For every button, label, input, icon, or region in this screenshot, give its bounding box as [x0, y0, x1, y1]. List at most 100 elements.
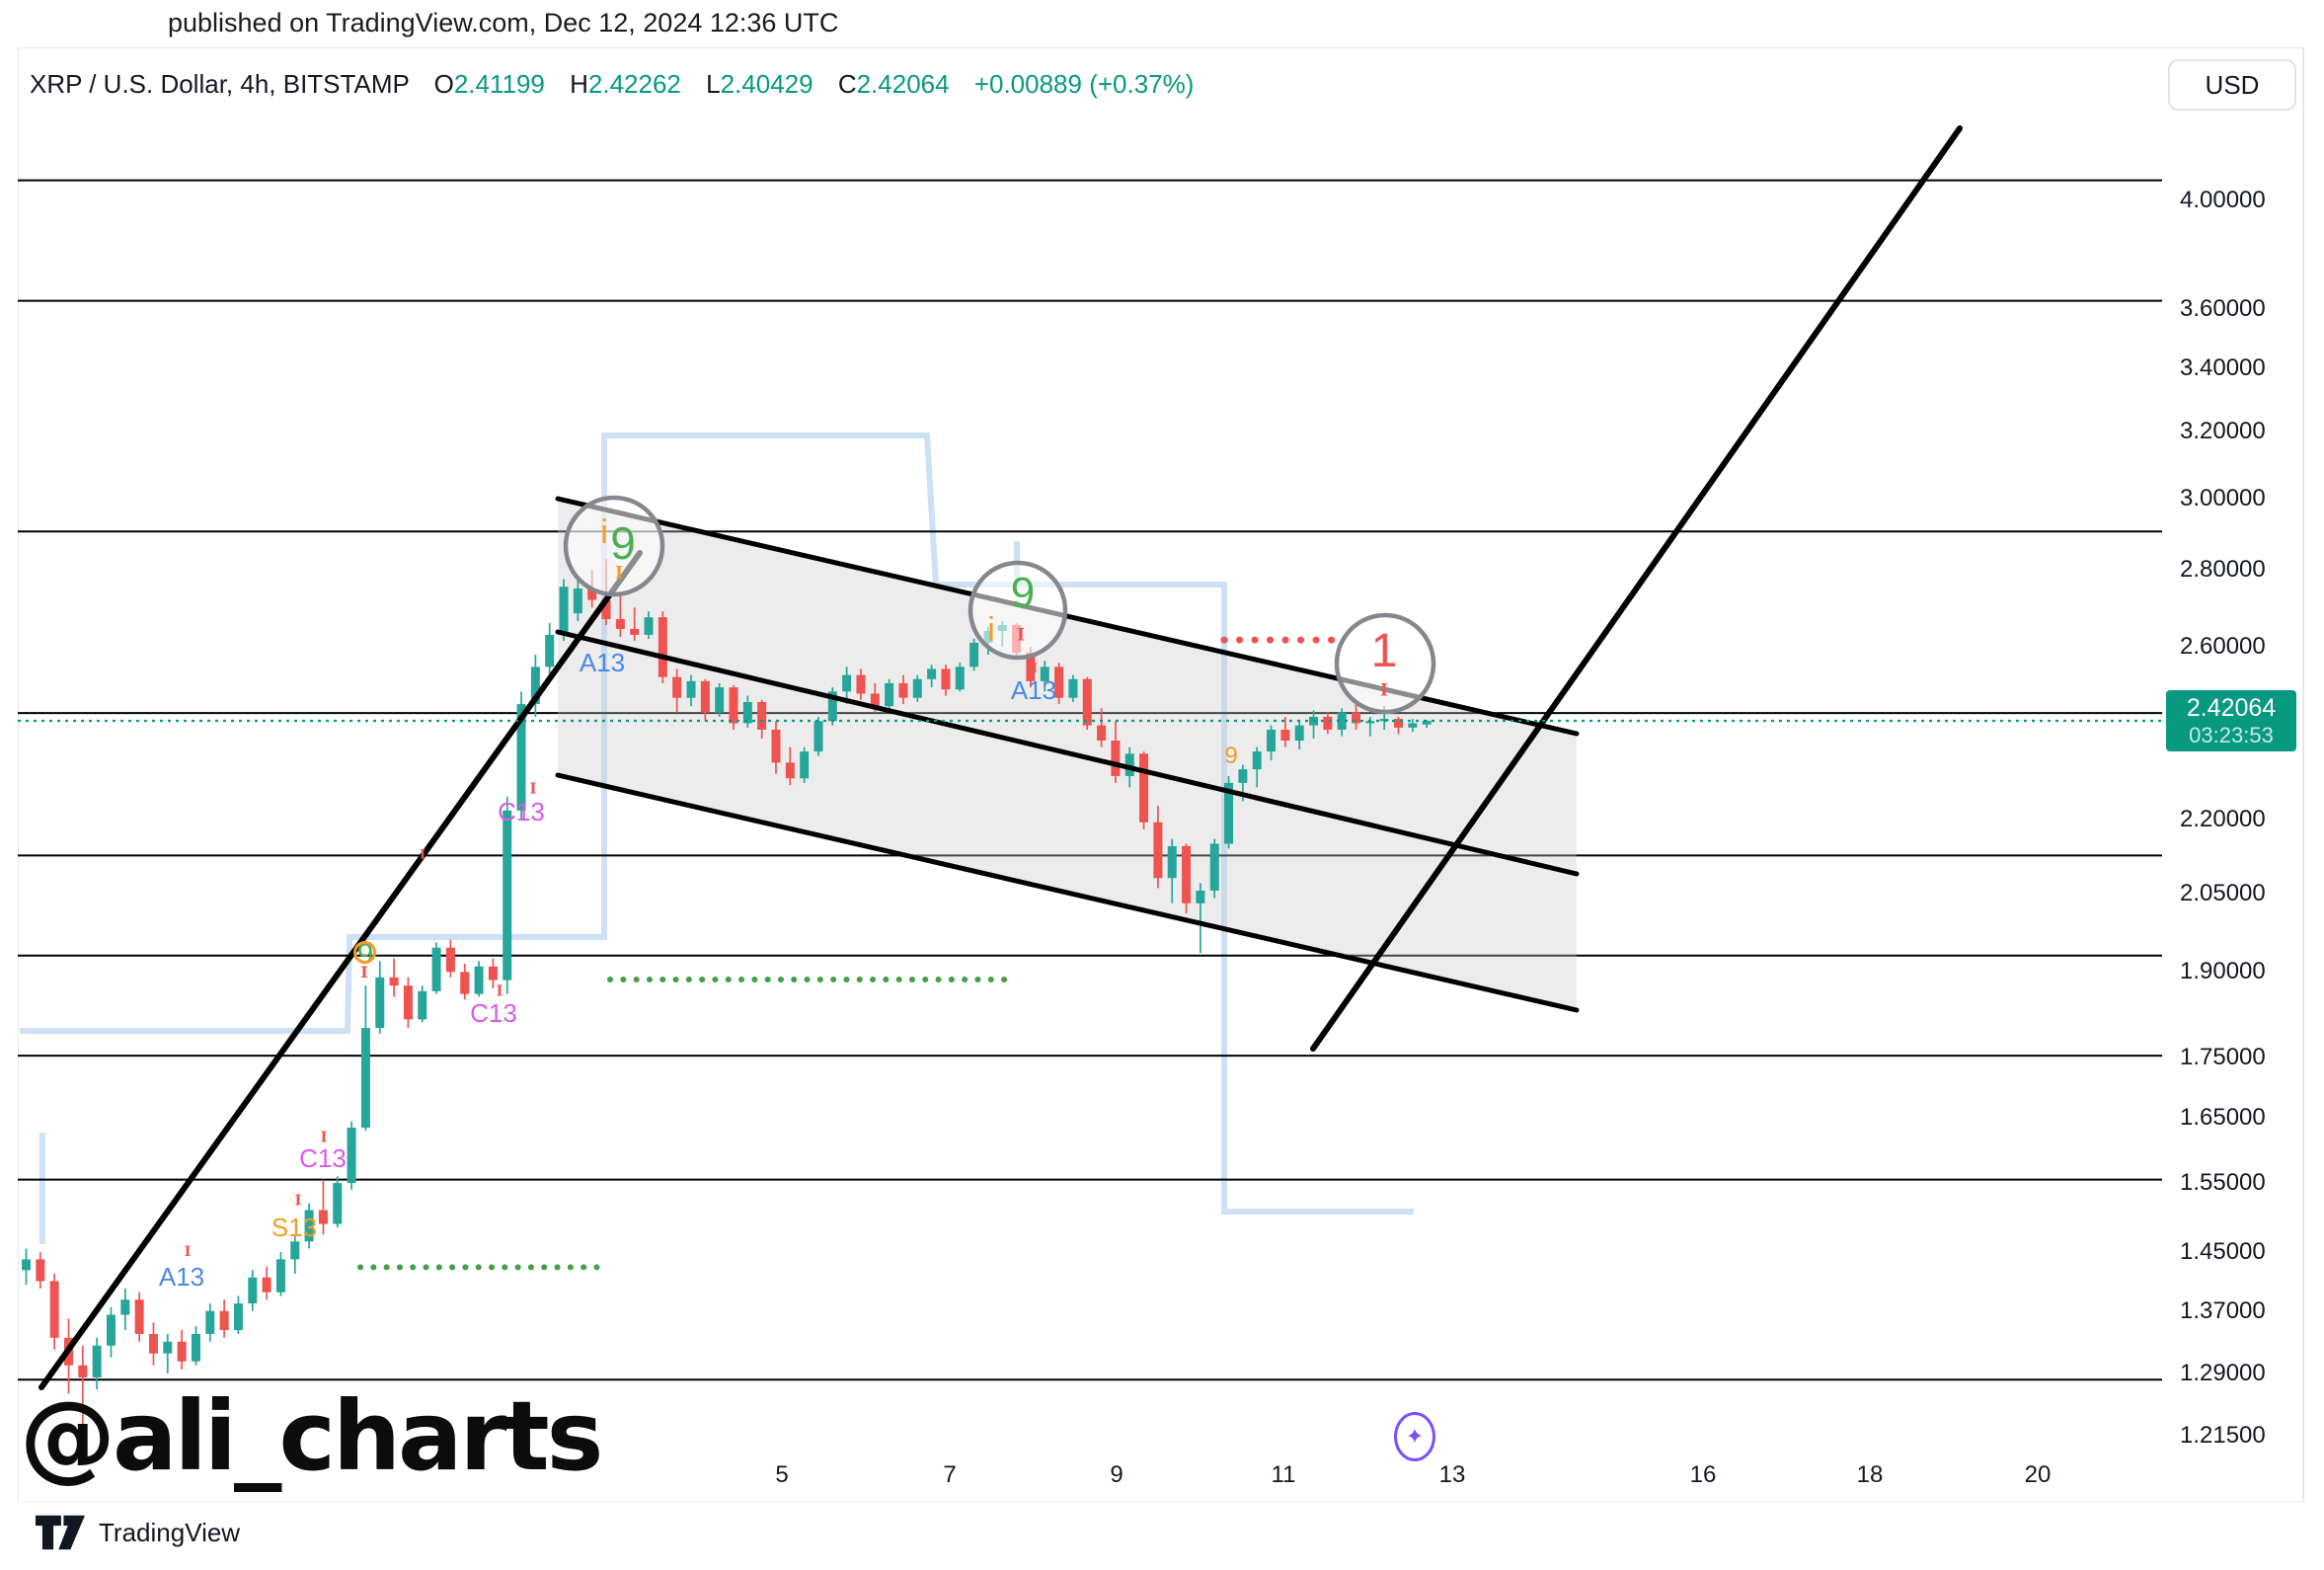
td-label: C13: [299, 1143, 347, 1173]
ascending-trendline-1: [39, 550, 643, 1390]
candle-body: [1167, 845, 1177, 879]
candle-body: [1040, 667, 1049, 681]
candle-body: [22, 1259, 31, 1271]
candle-body: [856, 674, 866, 694]
candle-body: [644, 617, 654, 635]
candle-body: [375, 977, 385, 1029]
td-label: A13: [158, 1262, 205, 1292]
price-tick: 1.29000: [2180, 1359, 2266, 1386]
td-label: S13: [271, 1213, 318, 1242]
price-tick: 1.37000: [2180, 1296, 2266, 1324]
td-label: I: [1031, 661, 1039, 676]
ohlc-low-label: L: [706, 69, 721, 99]
axis-separator: [2302, 47, 2303, 1500]
candle-body: [191, 1333, 200, 1362]
candle-body: [1082, 678, 1092, 726]
tradingview-logo-icon: [36, 1515, 85, 1550]
ohlc-open-label: O: [433, 69, 454, 99]
candle-body: [1139, 753, 1149, 823]
td-label: I: [1380, 680, 1388, 701]
candle-body: [78, 1365, 88, 1377]
tradingview-attribution[interactable]: TradingView: [36, 1515, 240, 1550]
candle-body: [275, 1259, 285, 1293]
ohlc-high-label: H: [570, 69, 588, 99]
price-tick: 3.40000: [2180, 354, 2266, 382]
candle-body: [842, 674, 852, 692]
candle-body: [148, 1333, 158, 1354]
candle-body: [262, 1277, 271, 1293]
candle-body: [1365, 721, 1375, 724]
candle-body: [205, 1310, 215, 1334]
candle-body: [1267, 729, 1277, 752]
price-tick: 1.45000: [2180, 1238, 2266, 1266]
candle-body: [1224, 782, 1234, 844]
candle-body: [1068, 678, 1078, 698]
candle-body: [1352, 712, 1361, 724]
price-tick: 1.90000: [2180, 958, 2266, 985]
price-tick: 3.20000: [2180, 417, 2266, 444]
published-caption: published on TradingView.com, Dec 12, 20…: [168, 8, 839, 38]
price-tick: 2.05000: [2180, 879, 2266, 906]
td-label: 1: [1370, 625, 1398, 677]
ohlc-low-value: 2.40429: [720, 69, 813, 99]
price-tick: 1.55000: [2180, 1169, 2266, 1197]
candle-body: [559, 587, 569, 635]
td-label: I: [1017, 625, 1025, 646]
count-circle: [563, 495, 665, 597]
candle-body: [347, 1128, 356, 1184]
candle-body: [800, 751, 810, 779]
blue-range-outline: [20, 432, 1414, 1215]
price-tick: 3.60000: [2180, 295, 2266, 323]
candle-body: [827, 691, 837, 722]
candle-body: [333, 1183, 343, 1224]
td-label: I: [496, 981, 504, 1000]
candle-body: [715, 687, 725, 713]
candle-body: [134, 1299, 144, 1334]
candle-body: [1097, 725, 1107, 741]
td-label: I: [184, 1244, 192, 1260]
candle-body: [885, 682, 894, 707]
time-tick: 16: [1689, 1461, 1717, 1488]
price-tick: 1.21500: [2180, 1421, 2266, 1449]
candle-body: [389, 977, 399, 986]
sparkle-circle-icon[interactable]: ✦: [1394, 1412, 1435, 1461]
current-price-value: 2.42064: [2186, 693, 2277, 722]
candle-body: [1153, 822, 1163, 879]
candle-body: [898, 682, 908, 698]
candle-body: [233, 1303, 243, 1331]
candle-body: [1394, 719, 1404, 728]
candle-body: [445, 947, 455, 973]
candle-body: [1124, 753, 1134, 776]
author-watermark: @ali_charts: [20, 1380, 603, 1492]
candle-body: [1422, 721, 1432, 725]
candle-body: [360, 1028, 370, 1129]
candle-body: [318, 1210, 328, 1224]
candle-body: [1323, 716, 1333, 730]
current-price-badge: 2.42064 03:23:53: [2166, 690, 2296, 751]
td-label: 9: [610, 517, 636, 569]
candle-body: [1252, 751, 1262, 770]
candle-body: [530, 667, 540, 705]
symbol-legend[interactable]: XRP / U.S. Dollar, 4h, BITSTAMP O2.41199…: [30, 69, 1194, 100]
candle-body: [92, 1345, 102, 1377]
candle-body: [36, 1259, 45, 1282]
price-tick: 3.00000: [2180, 484, 2266, 511]
candle-body: [1196, 890, 1205, 903]
candle-body: [672, 676, 682, 698]
td-label: I: [419, 847, 426, 863]
candle-body: [1408, 723, 1418, 728]
candle-body: [1209, 843, 1219, 891]
candle-body: [1026, 653, 1036, 681]
currency-toggle-button[interactable]: USD: [2168, 59, 2296, 111]
td-label: A13: [579, 648, 626, 677]
td-label: i: [987, 611, 995, 649]
td-label: I: [320, 1128, 328, 1146]
candle-body: [870, 693, 880, 707]
candle-body: [1294, 725, 1304, 741]
price-tick: 2.80000: [2180, 556, 2266, 584]
td-label: i: [600, 513, 608, 551]
candle-body: [177, 1341, 187, 1362]
candle-body: [545, 634, 555, 667]
candle-body: [516, 704, 526, 811]
